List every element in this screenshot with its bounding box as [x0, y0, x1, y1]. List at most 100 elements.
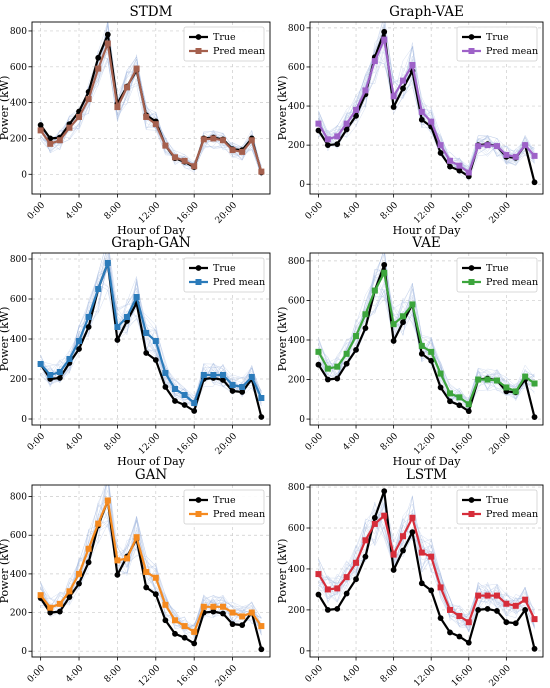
data-point — [400, 319, 406, 326]
panel-2: 0 200 400 600 800 0:00 4:00 8:00 12:00 16:00 20:00… — [0, 235, 271, 468]
data-point — [248, 374, 255, 380]
data-point — [465, 169, 472, 176]
legend-marker — [468, 48, 475, 54]
data-point — [239, 389, 246, 395]
data-point — [324, 142, 331, 149]
sample-line — [40, 499, 262, 634]
data-point — [371, 58, 378, 65]
legend-box — [183, 489, 265, 525]
data-point — [362, 537, 369, 544]
data-point — [47, 372, 54, 378]
data-point — [531, 152, 538, 159]
data-point — [181, 392, 188, 398]
data-point — [143, 568, 150, 575]
legend-label: True — [213, 495, 236, 506]
data-point — [248, 137, 255, 144]
data-point — [428, 357, 435, 364]
data-point — [465, 401, 472, 408]
data-point — [353, 576, 359, 583]
x-tick-label: 8:00 — [103, 431, 125, 453]
data-point — [76, 346, 82, 352]
panel-title: VAE — [411, 235, 440, 251]
data-point — [428, 553, 435, 560]
data-point — [400, 77, 407, 84]
data-point — [229, 609, 236, 616]
sample-line — [318, 496, 535, 627]
data-point — [95, 65, 102, 72]
y-tick-label: 400 — [288, 102, 305, 112]
data-point — [522, 142, 529, 149]
data-point — [133, 65, 140, 72]
panel-1: 0 200 400 600 800 0:00 4:00 8:00 12:00 16:00 20:00… — [276, 4, 544, 237]
data-point — [493, 592, 500, 599]
data-point — [229, 621, 236, 628]
data-point — [465, 639, 472, 646]
data-point — [390, 93, 397, 100]
data-point — [512, 388, 519, 395]
data-point — [162, 370, 169, 376]
data-point — [381, 36, 388, 43]
data-point — [343, 590, 350, 597]
data-point — [456, 402, 463, 409]
data-point — [152, 591, 159, 598]
data-point — [522, 607, 529, 613]
data-point — [371, 520, 378, 527]
data-point — [446, 157, 453, 164]
data-point — [400, 533, 407, 540]
x-tick-label: 4:00 — [341, 200, 363, 222]
sample-line — [318, 288, 535, 410]
data-point — [220, 377, 226, 383]
data-point — [114, 324, 121, 330]
y-tick-label: 0 — [21, 415, 27, 425]
data-point — [324, 376, 331, 383]
x-tick-label: 12:00 — [412, 431, 438, 457]
data-point — [531, 179, 538, 186]
x-tick-label: 0:00 — [26, 200, 48, 222]
data-point — [143, 350, 150, 356]
y-tick-label: 0 — [299, 180, 305, 190]
legend: True Pred mean — [183, 489, 265, 525]
legend-marker — [195, 279, 202, 285]
y-tick-label: 0 — [299, 415, 305, 425]
data-point — [191, 628, 198, 635]
legend: True Pred mean — [456, 489, 538, 525]
data-point — [418, 116, 425, 123]
data-point — [191, 163, 198, 170]
y-tick-label: 400 — [288, 565, 305, 575]
data-point — [239, 613, 246, 620]
data-point — [143, 113, 150, 120]
data-point — [371, 514, 378, 521]
data-point — [390, 567, 397, 573]
data-point — [239, 148, 246, 155]
panel-4: 0 200 400 600 800 0:00 4:00 8:00 12:00 16:00 20:00… — [0, 467, 271, 688]
data-point — [381, 269, 388, 276]
data-point — [409, 301, 416, 308]
y-axis-label: Power (kW) — [0, 539, 11, 604]
data-point — [362, 553, 369, 560]
sample-line — [40, 485, 262, 641]
sample-line — [318, 267, 535, 401]
data-point — [66, 594, 73, 600]
sample-line — [318, 46, 535, 167]
sample-line — [40, 277, 262, 401]
data-point — [343, 350, 350, 357]
data-point — [37, 127, 44, 134]
legend-box — [183, 26, 265, 62]
data-point — [428, 587, 435, 594]
data-point — [85, 324, 92, 330]
x-tick-label: 8:00 — [103, 200, 125, 222]
data-point — [484, 376, 491, 383]
data-point — [210, 603, 217, 610]
sample-line — [318, 511, 535, 628]
axes-frame — [309, 252, 544, 426]
legend-label: True — [213, 263, 236, 274]
y-tick-label: 800 — [10, 27, 27, 37]
x-tick-label: 16:00 — [450, 663, 476, 688]
data-point — [47, 604, 54, 611]
data-point — [229, 147, 236, 154]
data-point — [447, 163, 453, 170]
data-point — [315, 361, 322, 368]
x-tick-label: 16:00 — [450, 200, 476, 226]
data-point — [353, 346, 359, 353]
